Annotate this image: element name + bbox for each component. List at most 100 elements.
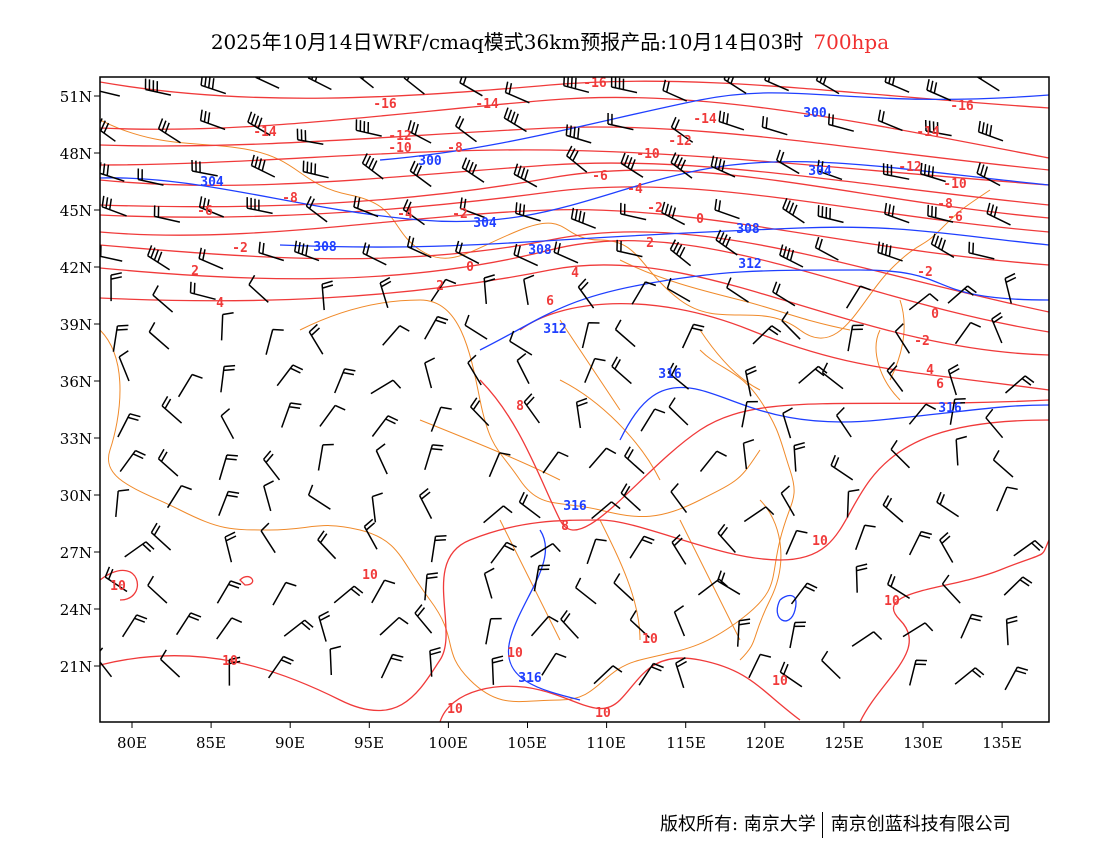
wind-barb	[631, 281, 657, 305]
lon-label: 115E	[666, 734, 706, 752]
wind-barb	[817, 205, 844, 224]
wind-barb	[877, 109, 903, 132]
wind-barb	[902, 622, 934, 638]
lat-labels: 51N 48N 45N 42N 39N 36N 33N 30N 27N 24N …	[60, 88, 92, 676]
wind-barb	[488, 452, 511, 478]
wind-barbs	[100, 77, 1044, 691]
wind-barb	[379, 616, 409, 636]
wind-barb	[743, 506, 775, 523]
temp-label: 10	[222, 654, 238, 669]
wind-barb	[986, 202, 1011, 226]
temp-label: -14	[253, 125, 277, 140]
temp-label: 10	[507, 646, 523, 661]
temp-label: 4	[926, 363, 934, 378]
wind-barb	[224, 531, 237, 563]
wind-barb	[118, 350, 130, 382]
wind-barb	[228, 656, 241, 686]
temp-label: 10	[447, 702, 463, 717]
wind-barb	[908, 403, 937, 425]
lon-label: 125E	[824, 734, 864, 752]
wind-barb	[798, 365, 828, 384]
wind-barb	[370, 379, 402, 395]
wind-barb	[782, 407, 793, 439]
wind-barb	[611, 356, 632, 385]
temp-label: -4	[627, 182, 643, 197]
wind-barb	[976, 162, 1001, 187]
title-level: 700hpa	[813, 30, 890, 54]
height-label: 308	[313, 240, 337, 255]
wind-barb	[248, 274, 269, 303]
temp-label: 2	[191, 264, 199, 279]
lon-label: 95E	[354, 734, 384, 752]
wind-barb	[960, 613, 983, 639]
map-title: 2025年10月14日WRF/cmaq模式36km预报产品:10月14日03时 7…	[0, 26, 1100, 55]
wind-barb	[216, 580, 242, 604]
wind-barb	[355, 119, 382, 137]
wind-barb	[220, 311, 234, 341]
wind-barb	[610, 77, 638, 94]
temp-label: -16	[373, 97, 397, 112]
wind-barb	[968, 241, 995, 260]
wind-barb	[523, 393, 541, 424]
wind-barb	[761, 116, 788, 136]
lat-label: 33N	[60, 430, 92, 448]
wind-barb	[515, 202, 541, 222]
wind-barb	[1004, 272, 1017, 304]
wind-barb	[930, 233, 955, 258]
lat-label: 45N	[60, 202, 92, 220]
wind-barb	[845, 285, 871, 309]
temp-label: 10	[642, 632, 658, 647]
temp-label: 6	[546, 294, 554, 309]
wind-barb	[992, 450, 1014, 478]
wind-barb	[307, 484, 331, 510]
wind-barb	[117, 413, 141, 438]
wind-barb	[744, 365, 757, 397]
wind-barb	[790, 582, 818, 605]
temp-label: -12	[668, 134, 691, 149]
wind-barb	[317, 443, 334, 471]
wind-barb	[884, 202, 910, 224]
wind-barb	[319, 404, 346, 427]
temp-label: 10	[812, 534, 828, 549]
height-label: 308	[736, 222, 760, 237]
temp-label: 0	[931, 307, 939, 322]
wind-barb	[681, 323, 705, 349]
wind-barb	[714, 198, 740, 220]
wind-barb	[375, 443, 388, 475]
wind-barb	[1005, 615, 1018, 646]
lon-labels: 80E 85E 90E 95E 100E 105E 110E 115E 120E…	[117, 734, 1022, 752]
wind-barb	[563, 77, 590, 94]
wind-barb	[666, 277, 691, 303]
wind-barb	[191, 159, 218, 177]
wind-barb	[816, 159, 843, 181]
wind-barb	[821, 650, 841, 680]
temp-label: -8	[937, 197, 953, 212]
wind-barb	[380, 653, 404, 679]
wind-barb	[710, 155, 736, 178]
wind-barb	[991, 312, 1003, 344]
wind-barb	[851, 631, 883, 647]
wind-barb	[1003, 576, 1033, 596]
wind-barb	[296, 128, 324, 146]
temp-label: -16	[950, 99, 974, 114]
wind-barb	[616, 239, 643, 258]
wind-barb	[742, 438, 755, 470]
wind-barb	[718, 110, 745, 131]
wind-barb	[541, 652, 567, 676]
wind-barb	[949, 398, 966, 425]
temp-label: 10	[595, 706, 611, 721]
wind-barb	[485, 617, 502, 645]
footer-credits: 版权所有: 南京大学 南京创蓝科技有限公司	[660, 810, 1011, 838]
wind-barb	[939, 532, 954, 563]
temp-label: 10	[362, 568, 378, 583]
height-label: 312	[738, 257, 761, 272]
wind-barb	[924, 119, 952, 137]
wind-barb	[159, 649, 181, 678]
height-contours	[100, 92, 1049, 701]
wind-barb	[748, 653, 772, 679]
wind-barb	[775, 149, 800, 175]
wind-barb	[334, 368, 356, 394]
wind-barb	[715, 229, 738, 256]
temp-label: 8	[561, 519, 569, 534]
wind-barb	[424, 572, 438, 601]
